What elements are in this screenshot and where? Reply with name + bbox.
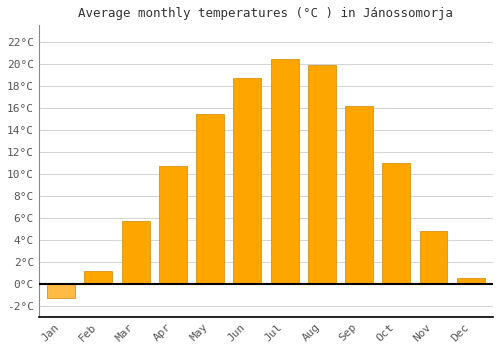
Bar [345, 106, 373, 284]
Bar [159, 166, 187, 284]
Bar [47, 284, 75, 298]
Bar [234, 78, 262, 284]
Bar [420, 231, 448, 284]
Bar [84, 271, 112, 284]
Bar [122, 221, 150, 284]
Bar [457, 278, 484, 284]
Bar [308, 65, 336, 284]
Title: Average monthly temperatures (°C ) in Jánossomorja: Average monthly temperatures (°C ) in Já… [78, 7, 454, 20]
Bar [382, 163, 410, 284]
Bar [196, 114, 224, 284]
Bar [270, 60, 298, 284]
